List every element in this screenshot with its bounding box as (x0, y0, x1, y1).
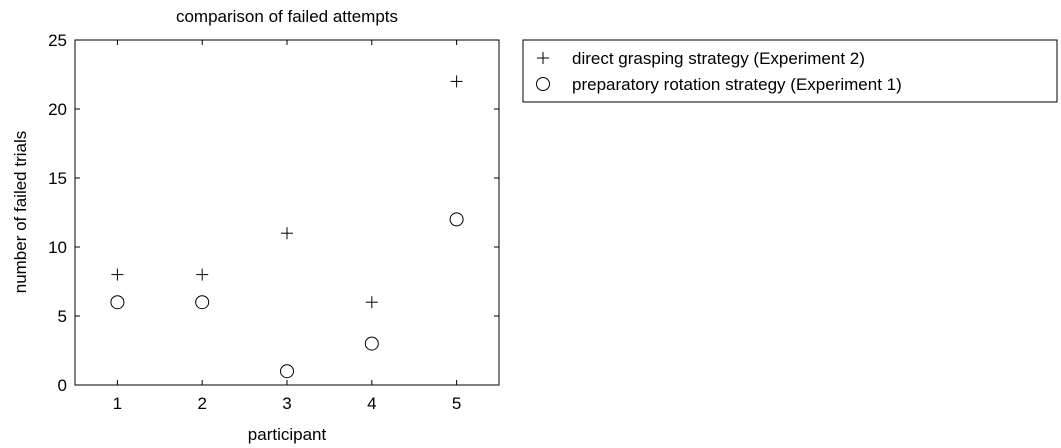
y-axis: 0 5 10 15 20 25 (48, 31, 499, 395)
x-tick-label: 3 (282, 394, 291, 413)
y-tick-label: 5 (58, 307, 67, 326)
legend: direct grasping strategy (Experiment 2) p… (522, 39, 1058, 103)
data-point-circle (449, 212, 464, 227)
data-point-plus (196, 268, 209, 281)
legend-marker-plus (537, 52, 549, 64)
chart-title: comparison of failed attempts (176, 7, 398, 26)
legend-marker-circle (536, 77, 550, 91)
y-axis-label: number of failed trials (11, 131, 30, 294)
y-tick-label: 25 (48, 31, 67, 50)
data-points (110, 75, 464, 379)
x-tick-label: 5 (452, 394, 461, 413)
data-point-circle (195, 295, 210, 310)
y-tick-label: 15 (48, 169, 67, 188)
data-point-plus (111, 268, 124, 281)
data-point-plus (450, 75, 463, 88)
x-tick-label: 2 (197, 394, 206, 413)
x-tick-label: 1 (113, 394, 122, 413)
x-axis-label: participant (248, 425, 327, 444)
data-point-plus (365, 296, 378, 309)
data-point-circle (364, 336, 379, 351)
data-point-plus (281, 227, 293, 240)
legend-label: preparatory rotation strategy (Experimen… (572, 75, 902, 94)
data-point-circle (110, 295, 125, 310)
data-point-circle (280, 364, 294, 379)
x-tick-label: 4 (367, 394, 376, 413)
y-tick-label: 20 (48, 100, 67, 119)
plot-area (74, 39, 500, 386)
y-tick-label: 0 (58, 376, 67, 395)
legend-box (522, 39, 1058, 103)
y-tick-label: 10 (48, 238, 67, 257)
legend-label: direct grasping strategy (Experiment 2) (572, 49, 865, 68)
x-axis: 1 2 3 4 5 (113, 40, 461, 413)
